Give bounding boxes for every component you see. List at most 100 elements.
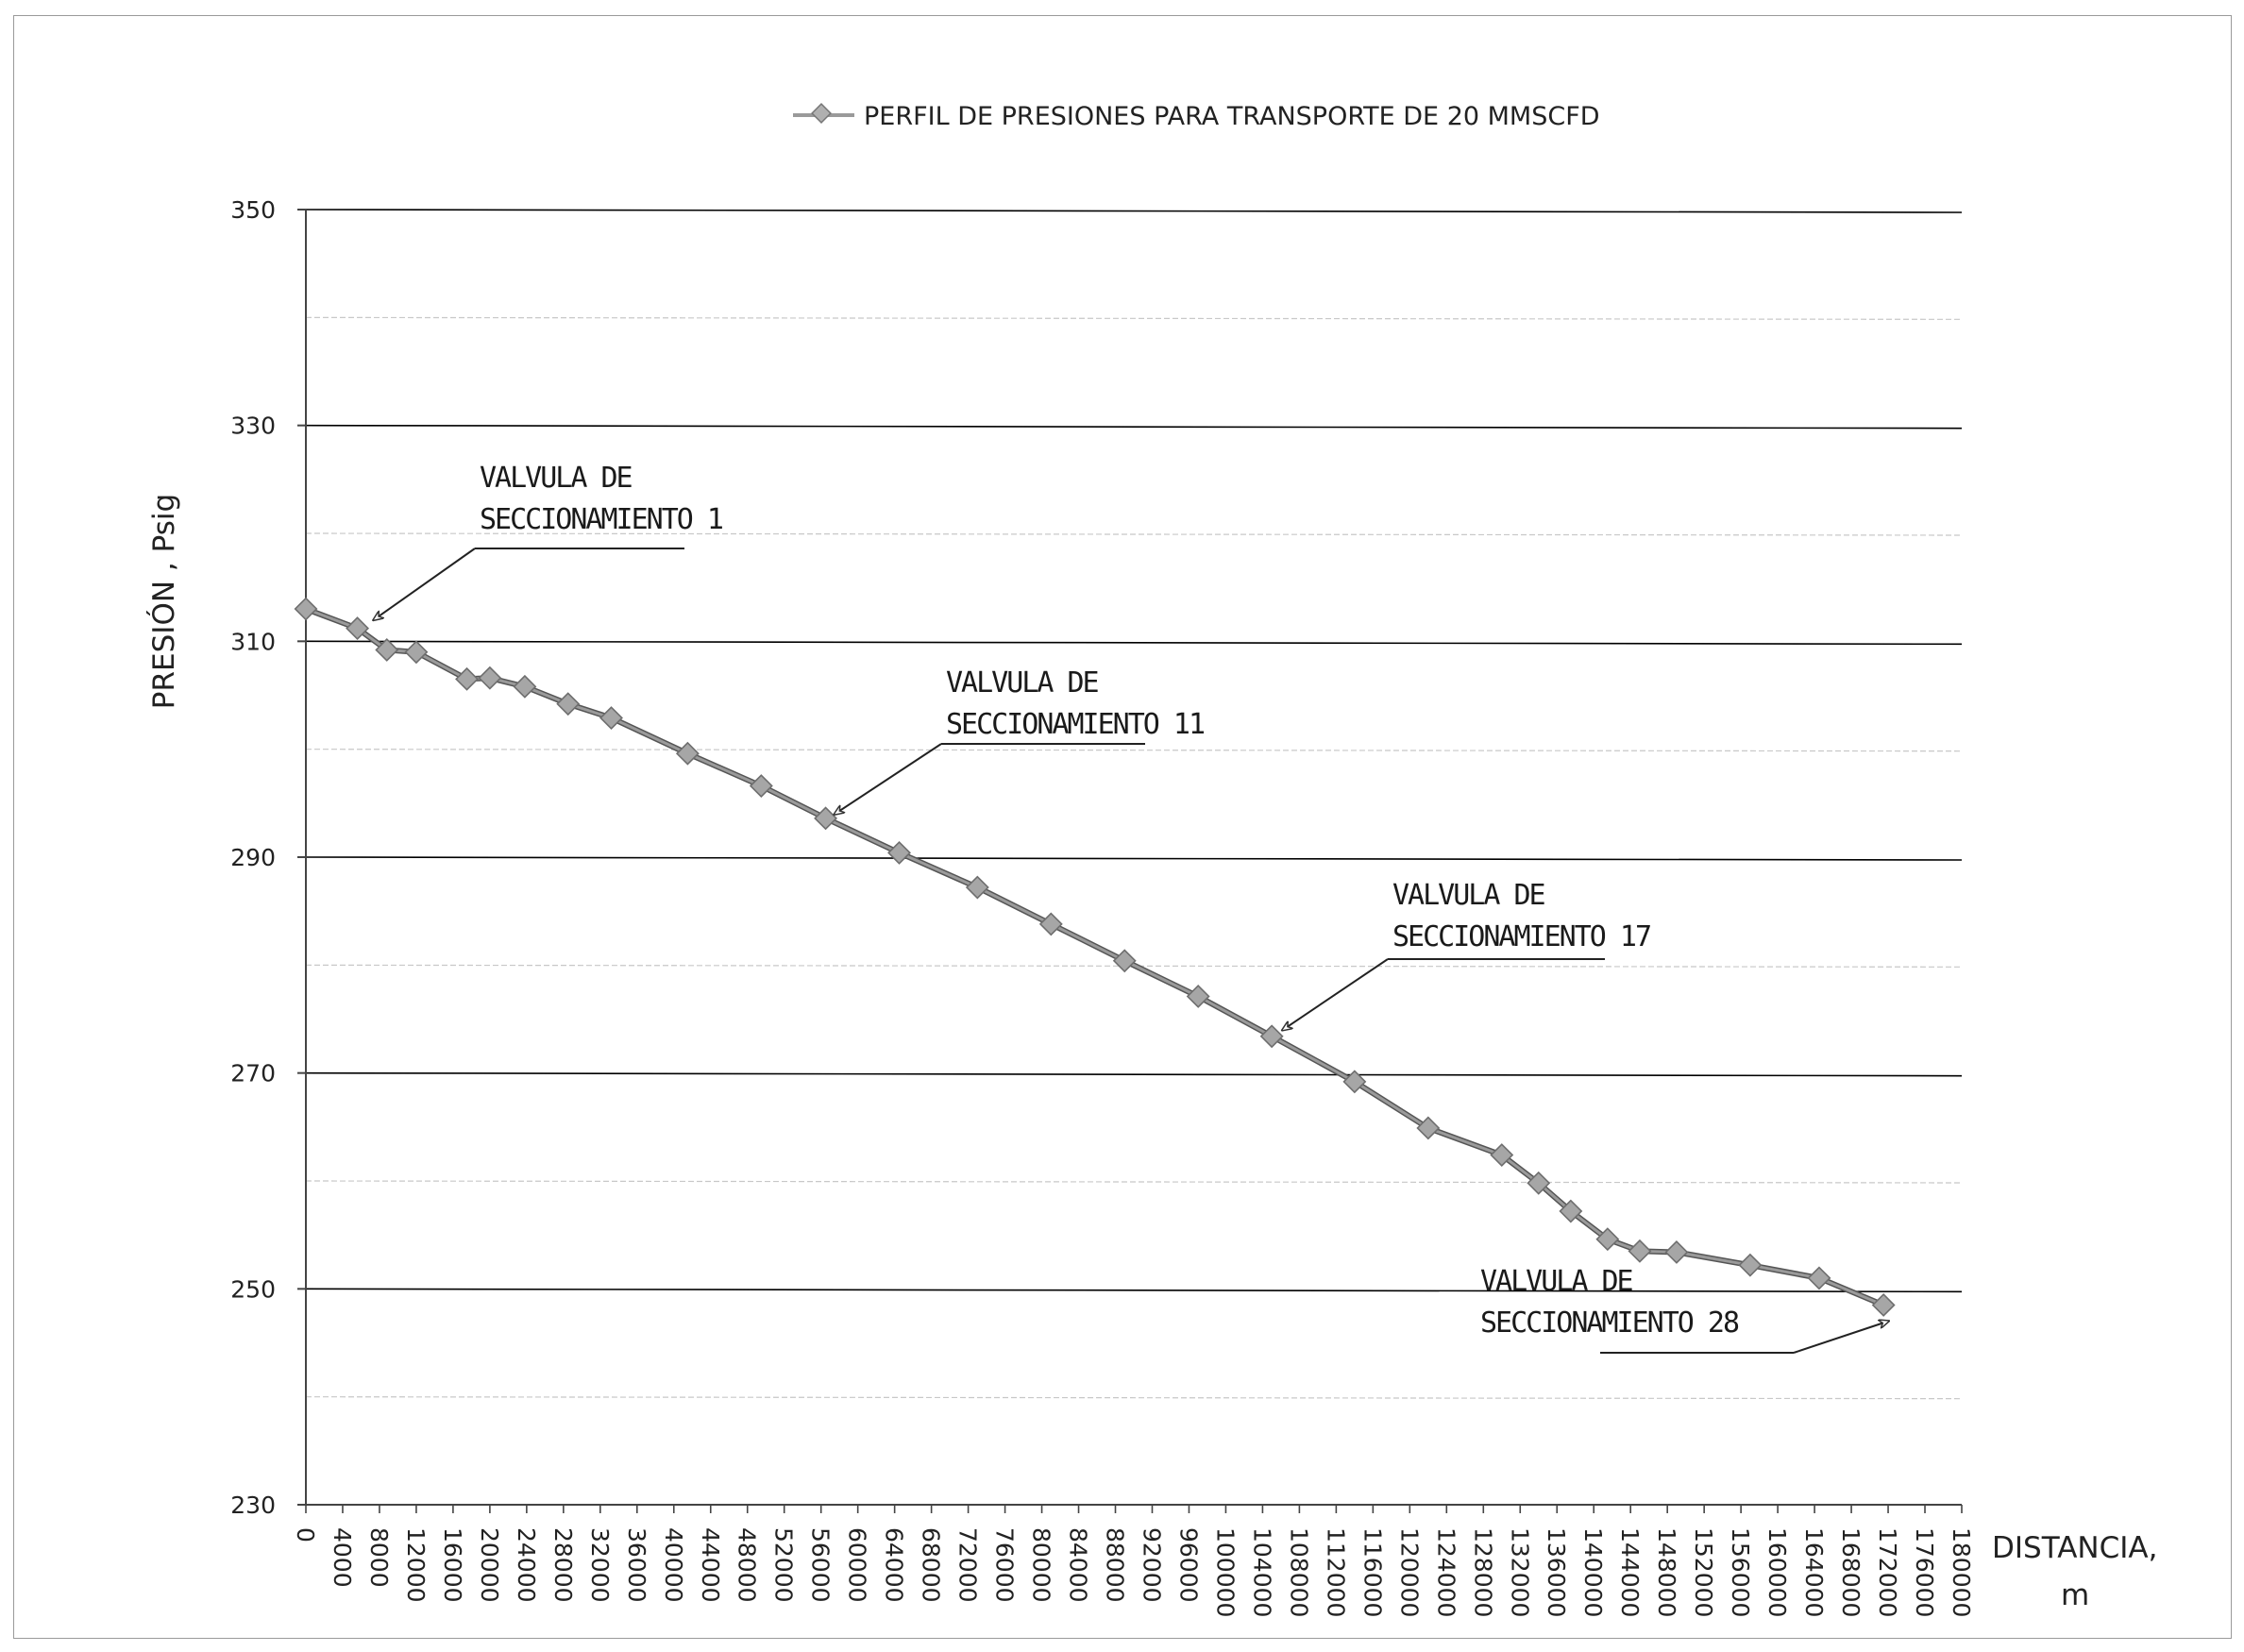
- x-tick-label: 24000: [513, 1527, 540, 1603]
- x-tick-label: 100000: [1211, 1527, 1239, 1617]
- x-tick-label: 84000: [1065, 1527, 1092, 1603]
- data-point: [375, 638, 399, 662]
- gridline-minor: [305, 1396, 1963, 1400]
- x-tick-labels: 0 4000 8000 12000 16000 20000 24000 28000 32000 3…: [292, 1505, 1975, 1617]
- annotation-line1: VALVULA DE: [1392, 879, 1545, 912]
- x-tick-label: 108000: [1285, 1527, 1312, 1617]
- legend-marker-swatch: [811, 103, 832, 124]
- data-point: [1416, 1116, 1441, 1140]
- data-point: [1559, 1199, 1583, 1223]
- y-tick-label: 310: [230, 628, 276, 655]
- x-tick-label: 64000: [881, 1527, 908, 1603]
- gridline-major: [305, 640, 1963, 646]
- data-point: [1527, 1171, 1551, 1195]
- data-point: [887, 840, 911, 865]
- data-point: [1259, 1024, 1284, 1049]
- gridlines: [305, 209, 1963, 1400]
- annotation-line1: VALVULA DE: [480, 462, 633, 495]
- data-point: [294, 597, 318, 621]
- x-axis-title: DISTANCIA,: [1992, 1531, 2157, 1565]
- x-tick-label: 128000: [1469, 1527, 1496, 1617]
- x-tick-label: 96000: [1174, 1527, 1202, 1603]
- annotation-valve-1: VALVULA DE SECCIONAMIENTO 1: [374, 462, 725, 619]
- data-point: [675, 741, 700, 766]
- x-tick-label: 152000: [1690, 1527, 1717, 1617]
- chart-frame: [13, 15, 2232, 1639]
- y-tick-label: 350: [230, 196, 276, 224]
- x-tick-label: 164000: [1800, 1527, 1828, 1617]
- annotation-valve-4: VALVULA DE SECCIONAMIENTO 28: [1480, 1265, 1888, 1354]
- annotation-line2: SECCIONAMIENTO 1: [480, 503, 723, 536]
- data-point: [1038, 912, 1063, 936]
- x-tick-label: 132000: [1506, 1527, 1533, 1617]
- annotation-line2: SECCIONAMIENTO 11: [946, 708, 1205, 741]
- data-point: [1595, 1227, 1620, 1252]
- y-tick-labels: 230 250 270 290 310 330 350: [230, 196, 306, 1519]
- x-tick-label: 60000: [844, 1527, 871, 1603]
- y-axis-title: PRESIÓN , Psig: [146, 494, 181, 709]
- x-tick-label: 16000: [439, 1527, 466, 1603]
- x-tick-label: 116000: [1358, 1527, 1386, 1617]
- data-point: [1342, 1070, 1367, 1094]
- data-point: [1738, 1253, 1763, 1277]
- data-point: [556, 692, 581, 716]
- x-tick-label: 36000: [623, 1527, 650, 1603]
- x-tick-label: 4000: [329, 1527, 356, 1588]
- annotation-line2: SECCIONAMIENTO 17: [1392, 920, 1650, 953]
- x-tick-label: 40000: [660, 1527, 687, 1603]
- y-tick-label: 270: [230, 1060, 276, 1087]
- x-tick-label: 160000: [1763, 1527, 1791, 1617]
- x-tick-label: 76000: [991, 1527, 1019, 1603]
- data-point: [404, 640, 429, 665]
- x-tick-label: 20000: [476, 1527, 503, 1603]
- x-tick-label: 168000: [1837, 1527, 1864, 1617]
- data-point: [1490, 1143, 1514, 1168]
- gridline-minor: [305, 532, 1963, 536]
- x-tick-label: 92000: [1138, 1527, 1165, 1603]
- x-tick-label: 140000: [1579, 1527, 1607, 1617]
- x-tick-label: 156000: [1727, 1527, 1754, 1617]
- x-tick-label: 28000: [549, 1527, 577, 1603]
- x-tick-label: 80000: [1028, 1527, 1055, 1603]
- data-point: [455, 666, 479, 691]
- x-axis-title-unit: m: [2061, 1578, 2089, 1612]
- data-point: [513, 674, 537, 699]
- annotations: VALVULA DE SECCIONAMIENTO 1 VALVULA DE SECC…: [374, 462, 1888, 1354]
- x-tick-label: 172000: [1874, 1527, 1901, 1617]
- gridline-minor: [305, 749, 1963, 752]
- gridline-minor: [305, 1180, 1963, 1184]
- x-tick-label: 48000: [734, 1527, 761, 1603]
- x-tick-label: 52000: [770, 1527, 798, 1603]
- data-point: [346, 616, 370, 641]
- data-point: [749, 774, 773, 798]
- x-tick-label: 88000: [1102, 1527, 1129, 1603]
- data-point: [965, 875, 989, 900]
- x-tick-label: 72000: [954, 1527, 982, 1603]
- x-tick-label: 104000: [1248, 1527, 1275, 1617]
- annotation-arrow: [835, 743, 942, 814]
- x-tick-label: 112000: [1322, 1527, 1349, 1617]
- x-tick-label: 176000: [1911, 1527, 1938, 1617]
- data-point: [814, 806, 838, 831]
- data-point: [478, 666, 502, 690]
- x-tick-label: 180000: [1948, 1527, 1975, 1617]
- data-point: [599, 706, 623, 730]
- x-tick-label: 124000: [1432, 1527, 1459, 1617]
- gridline-major: [305, 424, 1963, 430]
- data-point: [1871, 1293, 1896, 1317]
- annotation-line1: VALVULA DE: [946, 666, 1099, 700]
- x-tick-label: 68000: [918, 1527, 945, 1603]
- x-tick-label: 148000: [1653, 1527, 1680, 1617]
- data-point: [1664, 1240, 1689, 1264]
- data-point: [1628, 1239, 1652, 1263]
- x-tick-label: 56000: [807, 1527, 835, 1603]
- x-tick-label: 136000: [1543, 1527, 1570, 1617]
- annotation-line2: SECCIONAMIENTO 28: [1480, 1306, 1739, 1340]
- x-tick-label: 12000: [402, 1527, 430, 1603]
- y-tick-label: 250: [230, 1275, 276, 1303]
- data-point: [1186, 985, 1210, 1008]
- annotation-line1: VALVULA DE: [1480, 1265, 1633, 1298]
- legend: PERFIL DE PRESIONES PARA TRANSPORTE DE 2…: [793, 102, 1600, 131]
- data-point: [1112, 949, 1137, 973]
